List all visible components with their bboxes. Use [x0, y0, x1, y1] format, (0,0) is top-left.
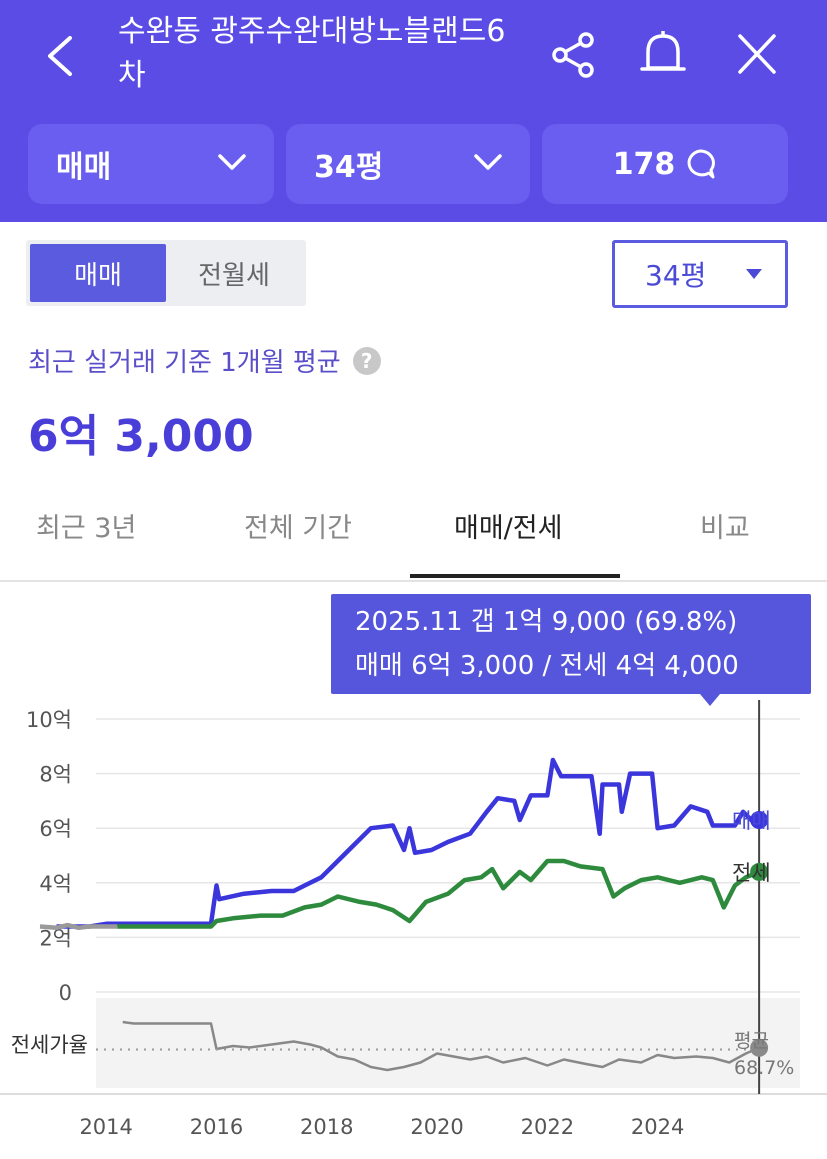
x-tick-label: 2014 [79, 1115, 132, 1139]
segment-rent[interactable]: 전월세 [198, 260, 270, 291]
jeonse-end-point [750, 862, 769, 881]
y-tick-label: 4억 [39, 872, 72, 896]
ratio-label: 전세가율 [11, 1033, 88, 1057]
ratio-average-value: 68.7% [734, 1057, 794, 1079]
series-line-2 [39, 922, 118, 931]
deal-type-dropdown[interactable]: 매매 [28, 124, 274, 204]
chevron-left-icon [48, 36, 72, 76]
sale-end-label: 매매 [732, 809, 771, 833]
x-tick-label: 2018 [300, 1115, 353, 1139]
tab-active-indicator [410, 574, 620, 578]
comment-count: 178 [612, 146, 676, 182]
page-title: 수완동 광주수완대방노블랜드6차 [118, 14, 506, 93]
deal-type-label: 매매 [56, 150, 112, 185]
tab-all-period[interactable]: 전체 기간 [244, 513, 352, 544]
close-button[interactable] [732, 28, 782, 82]
ratio-average-label: 평균 [734, 1030, 769, 1052]
average-label: 최근 실거래 기준 1개월 평균 [28, 348, 341, 378]
average-label-row: 최근 실거래 기준 1개월 평균 ? [28, 342, 381, 379]
chevron-down-icon [474, 154, 502, 170]
ratio-end-point [750, 1038, 769, 1057]
share-button[interactable] [548, 28, 598, 82]
period-tabs: 최근 3년 전체 기간 매매/전세 비교 [0, 478, 827, 582]
ratio-panel-bg [96, 998, 800, 1088]
y-tick-label: 8억 [39, 763, 72, 787]
share-icon [552, 32, 594, 78]
bell-icon [640, 31, 686, 71]
x-tick-label: 2024 [631, 1115, 684, 1139]
y-tick-label: 2억 [39, 926, 72, 950]
series-line-0 [56, 757, 760, 929]
tab-compare[interactable]: 비교 [700, 513, 750, 544]
jeonse-end-label: 전세 [732, 861, 771, 885]
y-tick-label: 6억 [39, 817, 72, 841]
size-dropdown[interactable]: 34평 [286, 124, 530, 204]
y-tick-label: 10억 [26, 708, 72, 732]
tab-recent-3y[interactable]: 최근 3년 [36, 513, 137, 544]
y-tick-label: 0 [59, 981, 72, 1005]
series-line-1 [117, 858, 760, 929]
price-chart[interactable]: 10억 8억 6억 4억 2억 0 2014 2016 2018 2020 2022 2024 전세가율… [0, 590, 827, 1159]
chart-tooltip: 2025.11 갭 1억 9,000 (69.8%) 매매 6억 3,000 /… [331, 594, 811, 694]
ratio-line [122, 1020, 760, 1072]
help-icon[interactable]: ? [352, 346, 381, 375]
average-price: 6억 3,000 [28, 411, 254, 462]
size-select-value: 34평 [645, 259, 707, 292]
comment-icon [687, 149, 716, 179]
close-icon [738, 34, 776, 74]
tooltip-line-2: 매매 6억 3,000 / 전세 4억 4,000 [355, 651, 739, 681]
caret-down-icon [746, 269, 762, 279]
x-tick-label: 2022 [521, 1115, 574, 1139]
tab-sale-vs-jeonse[interactable]: 매매/전세 [454, 513, 563, 544]
notification-button[interactable] [638, 28, 688, 82]
app-header: 수완동 광주수완대방노블랜드6차 매매 34평 178 [0, 0, 827, 222]
sale-end-point [750, 811, 769, 830]
chevron-down-icon [218, 154, 246, 170]
back-button[interactable] [38, 30, 86, 82]
segment-sale[interactable]: 매매 [30, 244, 166, 302]
size-label: 34평 [314, 150, 384, 185]
size-select[interactable]: 34평 [612, 240, 788, 308]
tooltip-pointer [700, 694, 720, 706]
deal-segment-control: 매매 전월세 [26, 240, 306, 306]
x-tick-label: 2020 [410, 1115, 463, 1139]
x-tick-label: 2016 [190, 1115, 243, 1139]
tooltip-line-1: 2025.11 갭 1억 9,000 (69.8%) [355, 607, 738, 637]
comments-button[interactable]: 178 [542, 124, 788, 204]
